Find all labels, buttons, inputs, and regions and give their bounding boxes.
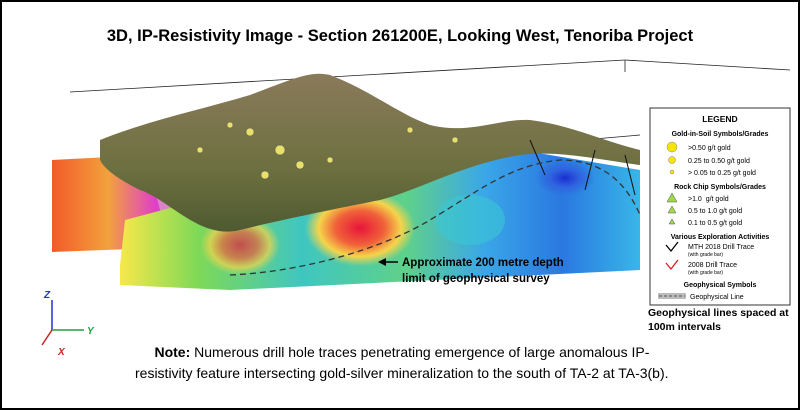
legend: LEGEND Gold-in-Soil Symbols/Grades >0.50… (649, 107, 791, 306)
note: Note: Numerous drill hole traces penetra… (135, 344, 661, 360)
axes-icon: Z Y X (41, 290, 95, 358)
legend-item-sub: (with grade bar) (688, 252, 723, 258)
legend-item: 2008 Drill Trace (688, 262, 737, 269)
legend-item: > 0.05 to 0.25 g/t gold (688, 170, 756, 177)
legend-symbol (665, 241, 679, 253)
soil-samples (196, 121, 459, 180)
legend-item: 0.5 to 1.0 g/t gold (688, 208, 742, 215)
annotation-arrow-head (378, 258, 386, 266)
legend-symbol (669, 169, 675, 175)
annotation: Approximate 200 metre depth (402, 257, 564, 269)
depth-limit-line (229, 159, 641, 276)
title: 3D, IP-Resistivity Image - Section 26120… (107, 27, 694, 45)
legend-item: MTH 2018 Drill Trace (688, 244, 754, 251)
block-patch (435, 195, 505, 245)
spacing-note: Geophysical lines spaced at (648, 307, 789, 319)
legend-symbol (667, 205, 677, 214)
legend-symbol (665, 259, 679, 271)
legend-title: LEGEND (702, 114, 737, 124)
legend-heading: Rock Chip Symbols/Grades (674, 184, 766, 191)
legend-item: >0.50 g/t gold (688, 145, 731, 152)
annotation: limit of geophysical survey (402, 273, 550, 285)
note-label: Note: (154, 344, 190, 360)
legend-item: Geophysical Line (690, 294, 744, 301)
terrain-surface (100, 73, 640, 232)
legend-symbol (666, 141, 678, 153)
legend-item-sub: (with grade bar) (688, 270, 723, 276)
legend-symbol (668, 156, 676, 164)
legend-heading: Various Exploration Activities (671, 234, 770, 241)
spacing-note: 100m intervals (648, 321, 721, 333)
drill-traces (529, 139, 636, 196)
legend-item: 0.1 to 0.5 g/t gold (688, 220, 742, 227)
axis-label: Y (87, 326, 95, 337)
legend-item: >1.0 g/t gold (688, 196, 729, 203)
legend-item: 0.25 to 0.50 g/t gold (688, 158, 750, 165)
note-text: Numerous drill hole traces penetrating e… (190, 344, 649, 360)
legend-symbol (666, 192, 678, 203)
legend-heading: Geophysical Symbols (684, 282, 757, 289)
note-text: resistivity feature intersecting gold-si… (135, 365, 669, 381)
legend-symbol (668, 218, 676, 225)
legend-box (649, 107, 791, 306)
axis-label: X (57, 347, 66, 358)
legend-heading: Gold-in-Soil Symbols/Grades (672, 131, 769, 138)
axis-label: Z (43, 290, 51, 301)
conductive-anomaly (535, 160, 595, 196)
